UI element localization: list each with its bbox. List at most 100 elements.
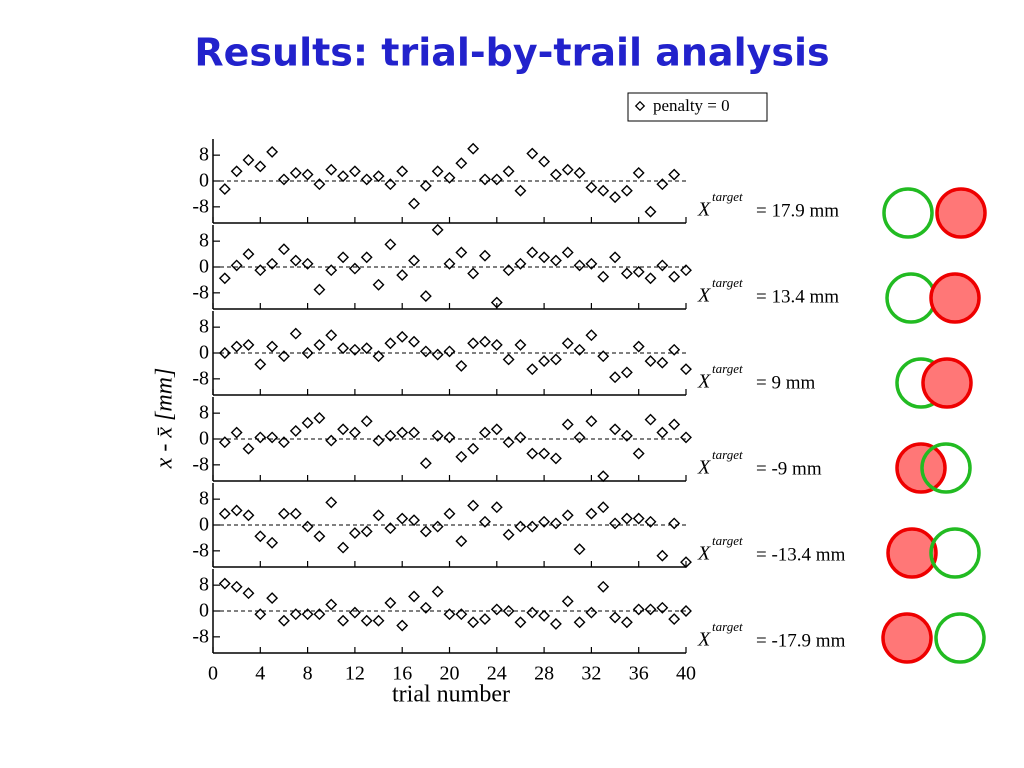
data-point bbox=[254, 530, 267, 543]
data-point bbox=[573, 543, 586, 556]
data-point bbox=[490, 603, 503, 616]
y-tick-label: 8 bbox=[199, 144, 209, 166]
data-point bbox=[490, 501, 503, 514]
data-point bbox=[348, 343, 361, 356]
data-point bbox=[538, 155, 551, 168]
data-point bbox=[325, 434, 338, 447]
data-point bbox=[313, 412, 326, 424]
data-point bbox=[396, 512, 409, 525]
data-point bbox=[266, 257, 279, 270]
data-point bbox=[431, 520, 444, 533]
data-point bbox=[431, 585, 444, 598]
data-point bbox=[561, 163, 574, 176]
data-point bbox=[502, 264, 515, 277]
data-point bbox=[360, 614, 373, 627]
data-point bbox=[526, 447, 539, 460]
x-tick-label: 20 bbox=[440, 663, 460, 685]
data-point bbox=[585, 606, 598, 619]
slide-title: Results: trial-by-trail analysis bbox=[194, 31, 829, 75]
target-value: = 13.4 mm bbox=[756, 286, 839, 307]
data-point bbox=[289, 424, 302, 437]
legend-label: penalty = 0 bbox=[653, 96, 730, 115]
legend-box bbox=[627, 92, 768, 122]
data-point bbox=[242, 587, 255, 600]
data-point bbox=[467, 337, 480, 350]
data-point bbox=[254, 608, 267, 621]
data-point bbox=[396, 330, 409, 343]
data-point bbox=[549, 617, 562, 630]
data-point bbox=[668, 418, 681, 431]
data-point bbox=[573, 616, 586, 629]
data-point bbox=[372, 509, 385, 522]
data-point bbox=[443, 257, 456, 270]
data-point bbox=[242, 248, 255, 261]
data-point bbox=[668, 168, 681, 181]
y-tick-label: 0 bbox=[199, 600, 209, 622]
data-point bbox=[467, 442, 480, 455]
x-tick-label: 0 bbox=[208, 663, 218, 685]
data-point bbox=[597, 350, 610, 363]
data-point bbox=[455, 359, 468, 372]
result-circle bbox=[881, 612, 933, 664]
data-point bbox=[644, 515, 657, 528]
data-point bbox=[230, 259, 243, 272]
data-point bbox=[242, 154, 255, 166]
data-point bbox=[384, 596, 397, 609]
data-point bbox=[549, 168, 562, 181]
data-point bbox=[585, 415, 598, 428]
data-point bbox=[455, 535, 468, 548]
data-point bbox=[266, 145, 279, 158]
data-point bbox=[668, 270, 681, 283]
data-point bbox=[313, 530, 326, 543]
result-circle bbox=[921, 357, 973, 409]
data-point bbox=[408, 514, 420, 527]
data-point bbox=[609, 371, 621, 384]
data-point bbox=[278, 173, 290, 186]
data-point bbox=[384, 337, 397, 350]
data-point bbox=[561, 337, 574, 350]
target-circle bbox=[934, 612, 986, 664]
data-point bbox=[254, 264, 267, 277]
target-value: = -9 mm bbox=[756, 458, 822, 479]
y-tick-label: -8 bbox=[192, 625, 209, 647]
data-point bbox=[396, 165, 409, 178]
y-tick-label: 0 bbox=[199, 256, 209, 278]
target-circle bbox=[885, 272, 937, 324]
data-point bbox=[289, 166, 302, 179]
data-point bbox=[443, 345, 456, 358]
data-point bbox=[218, 436, 231, 449]
data-point bbox=[680, 264, 692, 277]
data-point bbox=[372, 434, 385, 447]
data-point bbox=[632, 166, 645, 179]
data-point bbox=[408, 197, 420, 210]
data-point bbox=[431, 223, 444, 236]
data-point bbox=[680, 605, 692, 617]
data-point bbox=[668, 613, 681, 626]
target-symbol: X bbox=[697, 285, 711, 307]
y-tick-label: 8 bbox=[199, 230, 209, 252]
target-circle bbox=[920, 442, 972, 494]
data-point bbox=[609, 423, 621, 436]
data-point bbox=[479, 335, 491, 348]
target-superscript: target bbox=[712, 189, 743, 204]
data-point bbox=[396, 619, 409, 632]
data-point bbox=[467, 616, 480, 629]
x-axis-label: trial number bbox=[392, 682, 510, 708]
data-point bbox=[266, 592, 279, 605]
data-point bbox=[526, 606, 539, 619]
target-value: = 9 mm bbox=[756, 372, 815, 393]
data-point bbox=[514, 184, 527, 197]
data-point bbox=[242, 338, 255, 351]
data-point bbox=[479, 173, 491, 186]
data-point bbox=[360, 525, 373, 538]
data-point bbox=[443, 507, 456, 520]
data-point bbox=[632, 340, 645, 353]
data-point bbox=[313, 608, 326, 621]
data-point bbox=[538, 515, 551, 528]
data-point bbox=[502, 165, 515, 178]
data-point bbox=[668, 343, 681, 356]
target-superscript: target bbox=[712, 361, 743, 376]
data-point bbox=[656, 356, 669, 369]
data-point bbox=[620, 184, 633, 197]
data-point bbox=[230, 504, 243, 517]
